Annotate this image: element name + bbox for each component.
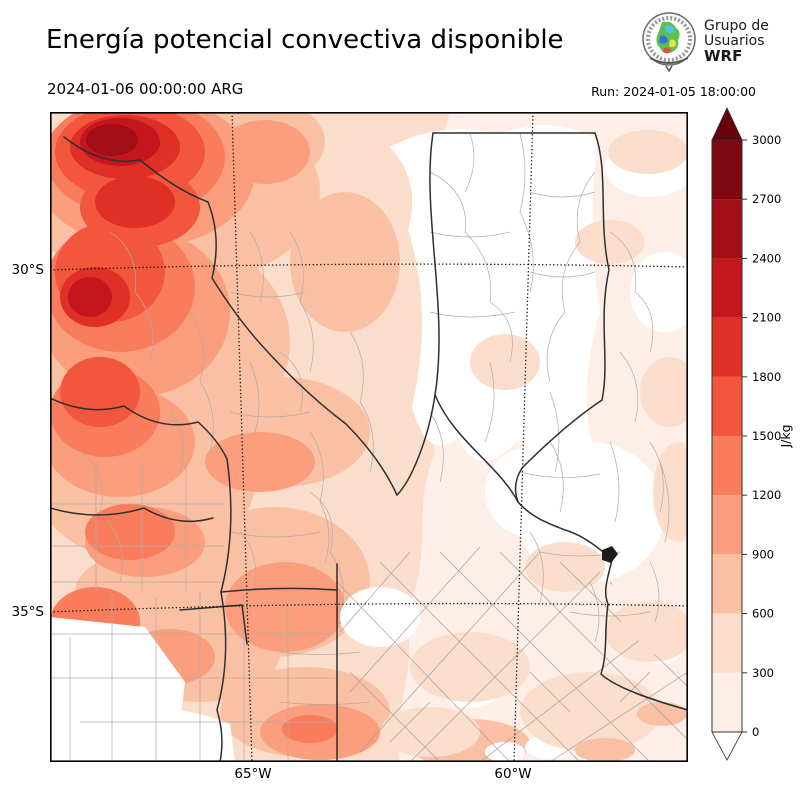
logo-line-1: Grupo de	[704, 17, 769, 34]
parallel-30s	[50, 263, 688, 271]
svg-text:3000: 3000	[752, 133, 781, 147]
cape-shading	[50, 112, 688, 762]
globe-emblem-icon	[642, 12, 696, 72]
colorbar: 0 300 600 900 1200 1500 1800 2100 2400 2…	[702, 100, 798, 772]
logo-text: Grupo de Usuarios WRF	[704, 17, 769, 65]
svg-text:1800: 1800	[752, 370, 781, 384]
lat-tick-30s: 30°S	[11, 262, 45, 278]
logo-line-2: Usuarios	[704, 32, 765, 49]
svg-text:1500: 1500	[752, 429, 781, 443]
colorbar-ticks	[742, 139, 747, 733]
valid-time-label: 2024-01-06 00:00:00 ARG	[47, 80, 244, 98]
cape-map	[50, 112, 688, 762]
svg-text:600: 600	[752, 607, 774, 621]
svg-text:2400: 2400	[752, 251, 781, 265]
map-area	[50, 112, 688, 762]
svg-text:0: 0	[752, 725, 759, 739]
meridian-65w	[231, 112, 253, 762]
graticule	[50, 112, 688, 762]
svg-text:900: 900	[752, 547, 774, 561]
page-title: Energía potencial convectiva disponible	[46, 25, 564, 55]
map-border	[50, 112, 688, 762]
svg-text:2100: 2100	[752, 311, 781, 325]
wrf-users-group-logo: Grupo de Usuarios WRF	[640, 10, 769, 72]
parana-river	[434, 394, 519, 503]
run-time-label: Run: 2024-01-05 18:00:00	[591, 84, 756, 99]
lon-tick-60w: 60°W	[494, 766, 532, 782]
colorbar-units-label: J/kg	[778, 424, 793, 448]
svg-text:300: 300	[752, 666, 774, 680]
colorbar-under-arrow	[711, 731, 743, 761]
lat-tick-35s: 35°S	[11, 604, 45, 620]
colorbar-segments	[712, 140, 742, 732]
logo-line-3: WRF	[704, 46, 743, 65]
svg-text:2700: 2700	[752, 192, 781, 206]
delta-marker	[602, 546, 618, 563]
svg-text:1200: 1200	[752, 488, 781, 502]
meridian-60w	[513, 112, 534, 762]
colorbar-over-arrow	[711, 107, 743, 141]
parallel-35s	[50, 602, 688, 613]
colorbar-tick-labels: 0 300 600 900 1200 1500 1800 2100 2400 2…	[752, 133, 781, 739]
lon-tick-65w: 65°W	[234, 766, 272, 782]
province-borders	[50, 132, 688, 762]
